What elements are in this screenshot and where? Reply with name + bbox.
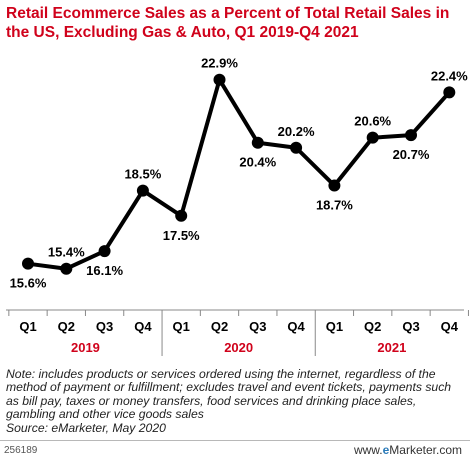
data-label: 22.4% <box>431 68 468 83</box>
year-label: 2021 <box>377 340 406 355</box>
logo-name: Marketer <box>389 443 436 457</box>
data-point <box>60 262 73 275</box>
data-point <box>443 86 456 99</box>
x-tick-label: Q4 <box>134 319 152 334</box>
series-line <box>27 77 451 271</box>
x-tick-label: Q2 <box>364 319 381 334</box>
chart-note: Note: includes products or services orde… <box>6 367 466 435</box>
data-point <box>251 136 264 149</box>
logo-e: e <box>382 443 390 457</box>
data-point <box>98 245 111 258</box>
x-tick-label: Q3 <box>249 319 266 334</box>
data-label: 20.6% <box>354 114 391 129</box>
data-label: 18.5% <box>124 167 161 182</box>
data-point <box>136 184 149 197</box>
data-label: 20.7% <box>393 147 430 162</box>
chart-title: Retail Ecommerce Sales as a Percent of T… <box>6 5 450 41</box>
data-point <box>405 129 417 142</box>
data-label: 20.4% <box>239 155 276 170</box>
data-point <box>290 141 303 154</box>
x-tick-label: Q2 <box>211 319 228 334</box>
data-label: 20.2% <box>278 124 315 139</box>
year-label: 2019 <box>71 340 100 355</box>
data-label: 15.4% <box>48 245 85 260</box>
year-label: 2020 <box>224 340 253 355</box>
line-chart: 15.6% 15.4%16.1% 18.5% 17.5% 22.9% 20.4% 20.2%… <box>6 56 469 356</box>
chart-id: 256189 <box>4 445 38 456</box>
logo-suffix: .com <box>435 443 462 457</box>
x-tick-label: Q4 <box>287 319 305 334</box>
data-label: 15.6% <box>10 276 47 291</box>
data-point <box>366 131 379 144</box>
x-tick-label: Q1 <box>173 319 190 334</box>
source-text: Source: eMarketer, May 2020 <box>6 420 166 435</box>
x-tick-label: Q1 <box>19 319 36 334</box>
note-text: Note: includes products or services orde… <box>6 367 452 422</box>
x-tick-label: Q3 <box>96 319 113 334</box>
data-point <box>328 179 341 192</box>
x-tick-label: Q3 <box>402 319 419 334</box>
x-tick-label: Q2 <box>58 319 75 334</box>
x-tick-label: Q4 <box>441 319 459 334</box>
emarketer-logo: www.eMarketer.com <box>354 443 462 457</box>
x-tick-label: Q1 <box>326 319 343 334</box>
data-label: 18.7% <box>316 198 353 213</box>
data-label: 22.9% <box>201 56 238 71</box>
data-label: 17.5% <box>163 228 200 243</box>
data-point <box>175 209 188 222</box>
data-label: 16.1% <box>86 263 123 278</box>
logo-prefix: www. <box>353 443 383 457</box>
footer-divider <box>0 440 470 441</box>
data-point <box>22 257 34 270</box>
data-point <box>213 73 226 86</box>
